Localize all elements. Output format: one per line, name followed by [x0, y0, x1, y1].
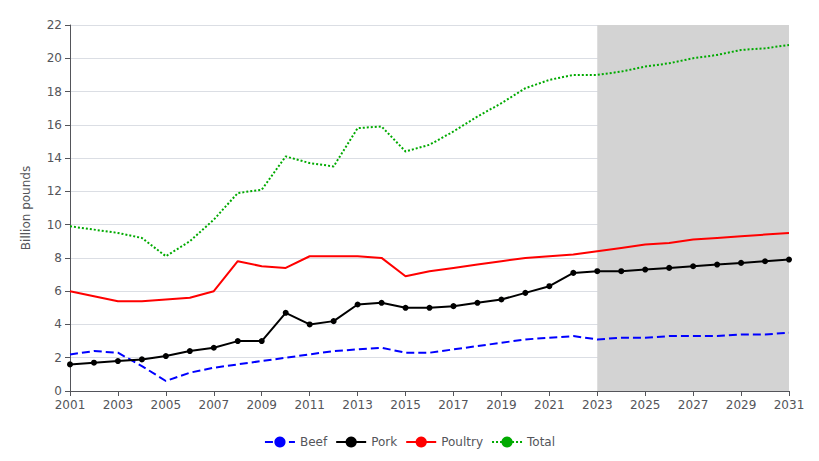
svg-text:2011: 2011 [294, 398, 325, 412]
svg-text:8: 8 [54, 251, 62, 265]
svg-text:20: 20 [47, 51, 62, 65]
svg-text:2031: 2031 [774, 398, 805, 412]
svg-text:2017: 2017 [438, 398, 469, 412]
svg-text:2021: 2021 [534, 398, 565, 412]
svg-text:2029: 2029 [726, 398, 757, 412]
svg-text:0: 0 [54, 384, 62, 398]
svg-text:2001: 2001 [55, 398, 86, 412]
svg-text:2003: 2003 [103, 398, 134, 412]
svg-text:18: 18 [47, 85, 62, 99]
svg-text:Poultry: Poultry [441, 435, 483, 449]
svg-text:2025: 2025 [630, 398, 661, 412]
svg-text:22: 22 [47, 18, 62, 32]
svg-text:2015: 2015 [390, 398, 421, 412]
svg-text:Total: Total [526, 435, 555, 449]
svg-text:2005: 2005 [151, 398, 182, 412]
svg-text:2: 2 [54, 351, 62, 365]
svg-text:2019: 2019 [486, 398, 517, 412]
svg-text:Beef: Beef [300, 435, 328, 449]
svg-text:2009: 2009 [246, 398, 277, 412]
svg-text:2007: 2007 [199, 398, 230, 412]
svg-text:Pork: Pork [371, 435, 397, 449]
svg-text:2023: 2023 [582, 398, 613, 412]
svg-text:12: 12 [47, 184, 62, 198]
svg-text:Billion pounds: Billion pounds [19, 166, 33, 250]
svg-text:2027: 2027 [678, 398, 709, 412]
svg-text:10: 10 [47, 218, 62, 232]
svg-text:16: 16 [47, 118, 62, 132]
svg-text:6: 6 [54, 284, 62, 298]
svg-text:4: 4 [54, 317, 62, 331]
svg-text:2013: 2013 [342, 398, 373, 412]
svg-text:14: 14 [47, 151, 62, 165]
